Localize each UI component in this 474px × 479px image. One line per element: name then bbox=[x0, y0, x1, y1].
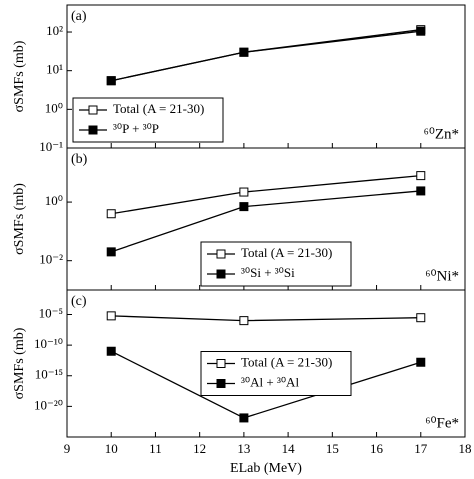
y-axis-label: σSMFs (mb) bbox=[12, 327, 27, 399]
x-tick-label: 10 bbox=[105, 441, 118, 456]
marker bbox=[239, 202, 249, 212]
marker bbox=[106, 247, 116, 257]
marker bbox=[106, 311, 116, 321]
x-tick-label: 15 bbox=[326, 441, 339, 456]
marker bbox=[239, 413, 249, 423]
y-tick-label: 10⁻¹ bbox=[39, 139, 63, 154]
legend-marker bbox=[216, 359, 226, 368]
y-tick-label: 10⁰ bbox=[45, 193, 63, 208]
y-axis-label: σSMFs (mb) bbox=[12, 40, 27, 112]
marker bbox=[416, 357, 426, 367]
x-tick-label: 18 bbox=[459, 441, 472, 456]
legend-marker bbox=[216, 379, 226, 388]
marker bbox=[106, 76, 116, 86]
legend-label: Total (A = 21-30) bbox=[241, 245, 332, 260]
marker bbox=[416, 313, 426, 323]
annotation: ⁶⁰Ni* bbox=[425, 268, 459, 284]
legend-label: Total (A = 21-30) bbox=[113, 101, 204, 116]
legend-box bbox=[200, 351, 352, 396]
legend-label: Total (A = 21-30) bbox=[241, 354, 332, 369]
legend-label: ³⁰P + ³⁰P bbox=[113, 121, 159, 136]
y-tick-label: 10⁻¹⁵ bbox=[35, 367, 63, 382]
x-tick-label: 17 bbox=[414, 441, 428, 456]
legend-box bbox=[72, 97, 224, 143]
legend-marker bbox=[216, 269, 226, 279]
x-tick-label: 9 bbox=[64, 441, 71, 456]
legend-marker bbox=[88, 125, 98, 135]
y-tick-label: 10² bbox=[46, 23, 63, 38]
x-tick-label: 14 bbox=[282, 441, 296, 456]
x-tick-label: 13 bbox=[237, 441, 250, 456]
y-axis-label: σSMFs (mb) bbox=[12, 183, 27, 255]
plot-frame bbox=[66, 289, 466, 438]
annotation: ⁶⁰Zn* bbox=[424, 126, 459, 142]
panel-label: (c) bbox=[71, 294, 87, 309]
marker bbox=[239, 47, 249, 57]
y-tick-label: 10⁻¹⁰ bbox=[34, 336, 63, 351]
marker bbox=[239, 187, 249, 197]
y-tick-label: 10⁻⁵ bbox=[39, 305, 63, 320]
legend-marker bbox=[216, 249, 226, 259]
marker bbox=[416, 171, 426, 181]
x-tick-label: 12 bbox=[193, 441, 206, 456]
marker bbox=[416, 186, 426, 196]
x-tick-label: 16 bbox=[370, 441, 384, 456]
legend-marker bbox=[88, 105, 98, 115]
marker bbox=[239, 316, 249, 326]
y-tick-label: 10⁰ bbox=[45, 100, 63, 115]
y-tick-label: 10⁻² bbox=[39, 252, 63, 267]
y-tick-label: 10¹ bbox=[46, 62, 63, 77]
x-axis-label: ELab (MeV) bbox=[230, 461, 302, 476]
series-line bbox=[111, 315, 421, 322]
marker bbox=[416, 26, 426, 36]
panel-label: (b) bbox=[71, 152, 88, 167]
y-tick-label: 10⁻²⁰ bbox=[34, 397, 63, 412]
panel-label: (a) bbox=[71, 9, 87, 24]
marker bbox=[106, 209, 116, 219]
legend-label: ³⁰Al + ³⁰Al bbox=[241, 374, 299, 389]
series-line bbox=[111, 30, 421, 82]
marker bbox=[106, 346, 116, 356]
annotation: ⁶⁰Fe* bbox=[425, 415, 459, 431]
legend-label: ³⁰Si + ³⁰Si bbox=[241, 265, 295, 280]
legend-box bbox=[200, 241, 352, 287]
x-tick-label: 11 bbox=[149, 441, 162, 456]
